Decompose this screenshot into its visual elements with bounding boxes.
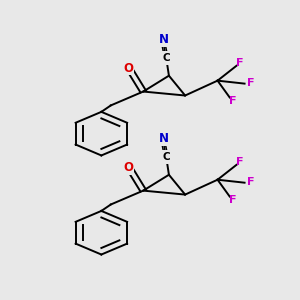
Text: F: F — [236, 58, 244, 68]
Text: F: F — [236, 157, 244, 167]
Text: N: N — [158, 33, 169, 46]
Text: F: F — [247, 177, 254, 187]
Text: O: O — [123, 62, 134, 75]
Text: N: N — [158, 132, 169, 145]
Text: F: F — [229, 96, 237, 106]
Text: F: F — [247, 78, 254, 88]
Text: C: C — [162, 152, 170, 162]
Text: O: O — [123, 161, 134, 174]
Text: C: C — [162, 53, 170, 63]
Text: F: F — [229, 195, 237, 205]
